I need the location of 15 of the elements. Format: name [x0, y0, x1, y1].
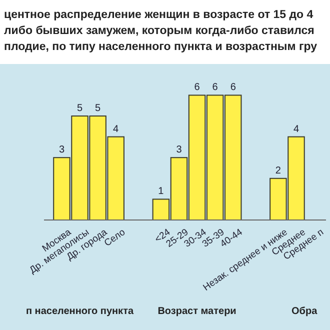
text: Возраст матери: [158, 306, 236, 317]
text: п населенного пункта: [26, 306, 134, 317]
data-label: 6: [230, 82, 236, 94]
data-label: 5: [76, 103, 83, 114]
data-label: 5: [95, 103, 102, 114]
data-label: 4: [293, 124, 300, 135]
data-label: 3: [58, 144, 65, 156]
data-label: 6: [194, 82, 200, 94]
data-label: 3: [176, 144, 182, 156]
data-label: 4: [113, 124, 120, 135]
text: Обра: [292, 306, 318, 317]
data-label: 1: [158, 186, 164, 198]
chart-title: центное распределение женщин в возрасте от 15 до 4 либо бывших замужем, которым когда-либо ставился плодие, по типу населенного пункта и возрастным гру: [4, 9, 318, 53]
data-label: 6: [212, 82, 218, 94]
data-label: 2: [275, 165, 282, 176]
